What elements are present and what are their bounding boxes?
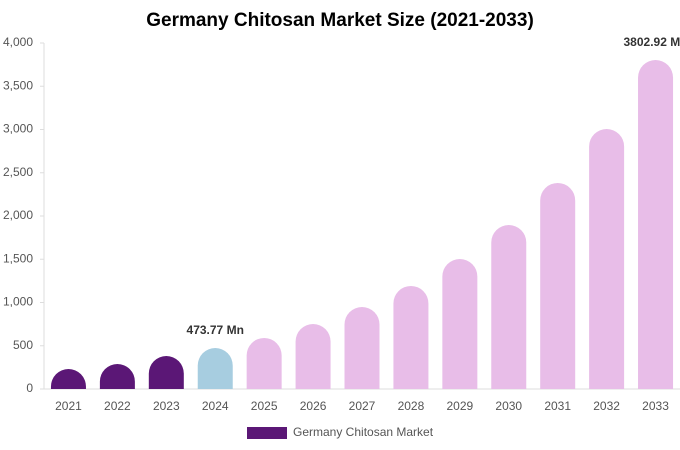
y-tick-label: 3,500 [3, 78, 33, 92]
x-tick-label: 2021 [55, 399, 82, 413]
data-label: 473.77 Mn [187, 323, 244, 337]
bar [50, 369, 86, 389]
bar [148, 356, 184, 389]
x-tick-label: 2032 [593, 399, 620, 413]
bar [246, 337, 282, 389]
bar [589, 128, 625, 389]
y-tick-label: 0 [26, 381, 33, 395]
y-tick-label: 4,000 [3, 35, 33, 49]
y-tick-label: 1,000 [3, 295, 33, 309]
x-tick-label: 2025 [251, 399, 278, 413]
x-tick-label: 2031 [544, 399, 571, 413]
data-label: 3802.92 Mn [624, 35, 680, 49]
x-tick-label: 2033 [642, 399, 669, 413]
y-tick-label: 500 [13, 338, 33, 352]
y-tick-label: 3,000 [3, 122, 33, 136]
x-tick-label: 2028 [398, 399, 425, 413]
bar [197, 348, 233, 389]
y-tick-label: 2,000 [3, 208, 33, 222]
x-tick-label: 2030 [495, 399, 522, 413]
legend-swatch [247, 427, 287, 439]
x-tick-label: 2022 [104, 399, 131, 413]
bar [99, 364, 135, 389]
bar [638, 60, 674, 389]
bar [295, 324, 331, 389]
x-tick-label: 2024 [202, 399, 229, 413]
x-tick-label: 2029 [446, 399, 473, 413]
legend-label: Germany Chitosan Market [293, 425, 434, 439]
y-tick-label: 2,500 [3, 165, 33, 179]
bar [344, 306, 380, 389]
bar [442, 258, 478, 389]
chart-title: Germany Chitosan Market Size (2021-2033) [146, 10, 534, 31]
bar [491, 224, 527, 389]
y-tick-label: 1,500 [3, 251, 33, 265]
x-tick-label: 2026 [300, 399, 327, 413]
x-tick-label: 2027 [349, 399, 376, 413]
bar [393, 285, 429, 389]
bar [540, 182, 576, 389]
x-tick-label: 2023 [153, 399, 180, 413]
